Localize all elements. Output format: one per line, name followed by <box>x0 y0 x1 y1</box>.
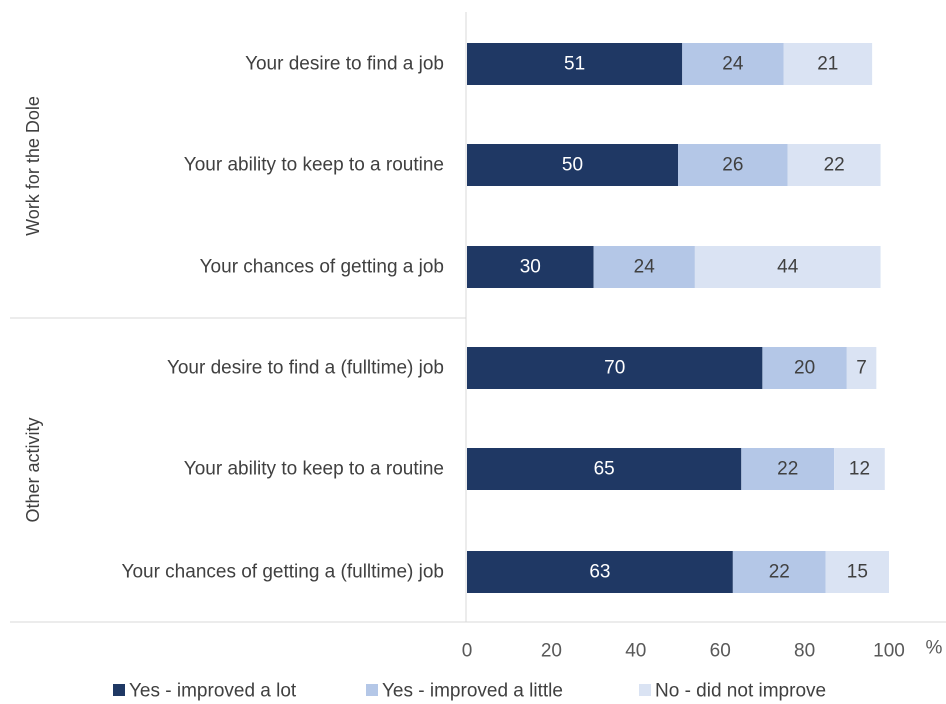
group-label: Other activity <box>23 417 43 522</box>
data-label: 50 <box>562 155 583 176</box>
bar-segment <box>825 551 889 593</box>
data-label: 70 <box>604 358 625 379</box>
data-label: 26 <box>722 155 743 176</box>
data-label: 24 <box>634 257 656 278</box>
bar-segment <box>467 551 733 593</box>
category-label: Your ability to keep to a routine <box>184 155 444 176</box>
category-label: Your chances of getting a job <box>200 257 444 278</box>
bar-segment <box>762 347 847 389</box>
x-axis-unit: % <box>926 638 943 659</box>
category-label: Your desire to find a (fulltime) job <box>167 358 444 379</box>
data-label: 21 <box>817 54 838 75</box>
bar-segment <box>694 246 881 288</box>
data-label: 44 <box>777 257 799 278</box>
bar-segment <box>467 43 683 85</box>
bar-segment <box>732 551 826 593</box>
bar-segment <box>846 347 877 389</box>
x-tick-label: 40 <box>625 641 646 662</box>
bar-segment <box>834 448 885 490</box>
legend: Yes - improved a lot Yes - improved a lit… <box>113 681 826 702</box>
bar-segment <box>593 246 695 288</box>
x-tick-label: 100 <box>873 641 905 662</box>
data-label: 30 <box>520 257 541 278</box>
data-label: 20 <box>794 358 815 379</box>
bar-segment <box>678 144 788 186</box>
x-tick-label: 80 <box>794 641 815 662</box>
bar-segment <box>783 43 873 85</box>
legend-swatch <box>113 684 125 696</box>
data-label: 22 <box>769 562 790 583</box>
category-label: Your ability to keep to a routine <box>184 459 444 480</box>
bar-segment <box>467 144 678 186</box>
bars: 51 24 21 50 26 22 30 24 44 70 20 7 65 22 12 63 22 15 <box>467 43 889 593</box>
x-tick-label: 20 <box>541 641 562 662</box>
data-label: 15 <box>847 562 868 583</box>
data-label: 12 <box>849 459 870 480</box>
data-label: 7 <box>856 358 867 379</box>
data-label: 51 <box>564 54 585 75</box>
bar-segment <box>467 448 742 490</box>
legend-label: No - did not improve <box>655 681 826 702</box>
bar-segment <box>787 144 881 186</box>
legend-swatch <box>639 684 651 696</box>
data-label: 22 <box>824 155 845 176</box>
data-label: 65 <box>594 459 615 480</box>
bar-segment <box>682 43 784 85</box>
legend-swatch <box>366 684 378 696</box>
data-label: 24 <box>722 54 744 75</box>
bar-segment <box>467 246 594 288</box>
bar-segment <box>741 448 835 490</box>
x-tick-label: 0 <box>462 641 473 662</box>
legend-label: Yes - improved a lot <box>129 681 297 702</box>
bar-segment <box>467 347 763 389</box>
x-axis-ticks: 0 20 40 60 80 100% <box>462 638 943 662</box>
legend-label: Yes - improved a little <box>382 681 563 702</box>
group-label: Work for the Dole <box>23 96 43 236</box>
data-label: 63 <box>589 562 610 583</box>
category-labels: Work for the Dole Your desire to find a j… <box>23 54 444 583</box>
x-tick-label: 60 <box>710 641 731 662</box>
category-label: Your desire to find a job <box>245 54 444 75</box>
category-label: Your chances of getting a (fulltime) job <box>122 562 444 583</box>
data-label: 22 <box>777 459 798 480</box>
